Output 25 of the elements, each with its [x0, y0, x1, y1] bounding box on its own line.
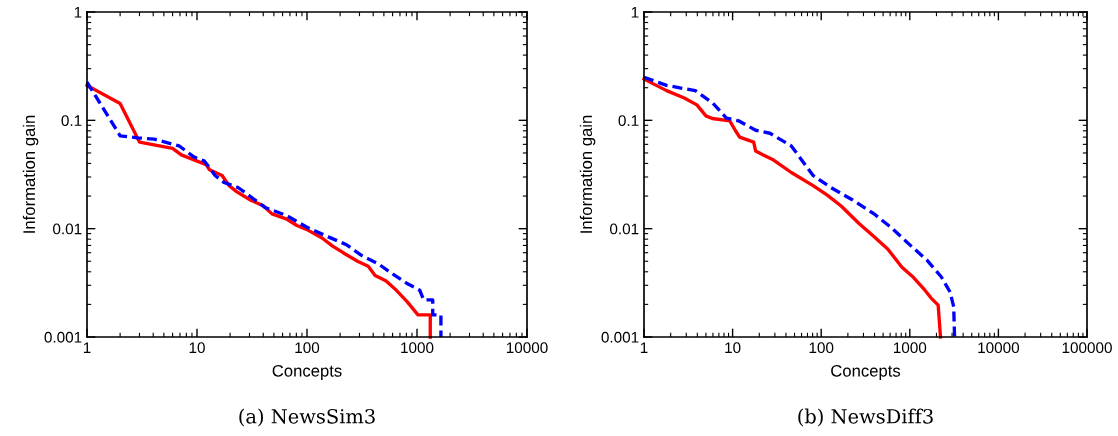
x-tick-label: 1000 [893, 342, 927, 354]
x-tick-label: 1000 [401, 342, 434, 354]
y-tick-label: 0.001 [601, 331, 639, 343]
x-tick-label: 10 [725, 342, 741, 354]
x-tick-label: 100000 [1062, 342, 1112, 354]
x-tick-label: 100 [295, 342, 320, 354]
x-tick-label: 1 [640, 342, 648, 353]
y-tick-label: 0.001 [44, 331, 82, 343]
x-tick-label: 10 [189, 342, 205, 354]
x-axis-title: Concepts [831, 364, 901, 380]
text: (a) NewsSim3 [239, 408, 375, 427]
y-tick-label: 0.01 [610, 223, 639, 235]
x-tick-label: 1 [83, 342, 91, 353]
y-tick-label: 0.1 [61, 115, 82, 127]
y-axis-title: Information gain [579, 115, 596, 233]
x-axis-title: Concepts [272, 364, 342, 380]
y-tick-label: 1 [74, 7, 82, 18]
text: (b) NewsDiff3 [798, 408, 933, 427]
x-tick-label: 10000 [506, 342, 548, 354]
y-tick-label: 1 [631, 7, 639, 18]
x-tick-label: 100 [809, 342, 834, 354]
y-tick-label: 0.01 [53, 223, 82, 235]
y-tick-label: 0.1 [618, 115, 639, 127]
y-axis-title: Information gain [22, 115, 39, 233]
x-tick-label: 10000 [978, 342, 1020, 354]
